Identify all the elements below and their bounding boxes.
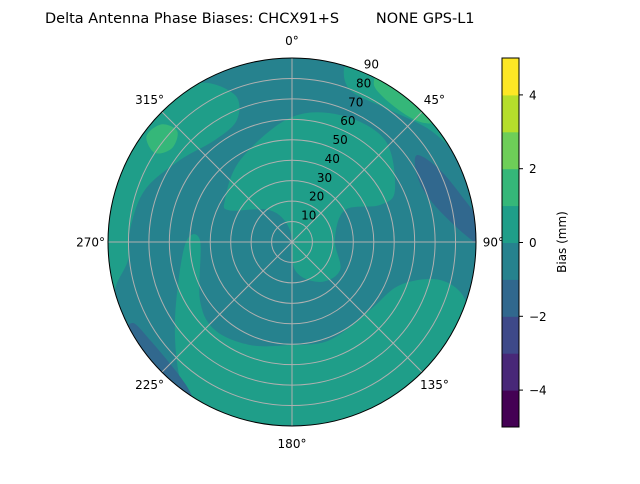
angular-gridline [291, 111, 423, 243]
colorbar-bin [502, 242, 519, 280]
radial-tick-label: 50 [332, 133, 347, 147]
contour-region-7 [125, 322, 194, 404]
colorbar-tick-label: −2 [529, 310, 547, 324]
colorbar-tick-label: 0 [529, 236, 537, 250]
axis-labels: 0° 45° 90° 135° 180° 225° 270° 315° 10 20 30 40 50 60… [76, 34, 504, 451]
colorbar-bin [502, 205, 519, 243]
angular-tick-label: 135° [420, 378, 449, 392]
contour-region-1 [174, 234, 467, 425]
colorbar-bin [502, 168, 519, 207]
angular-tick-label: 180° [278, 437, 307, 451]
colorbar-bin [502, 131, 519, 170]
radial-tick-label: 90 [364, 58, 379, 72]
contour-region-5 [146, 124, 178, 154]
colorbar-tick-label: −4 [529, 384, 547, 398]
colorbar-bin [502, 316, 519, 354]
angular-tick-label: 45° [424, 93, 445, 107]
angular-tick-label: 315° [135, 93, 164, 107]
radial-tick-label: 30 [317, 171, 332, 185]
angular-tick-label: 90° [483, 236, 504, 250]
contour-region-6 [414, 155, 476, 246]
angular-gridline [161, 111, 293, 243]
radial-tick-label: 10 [301, 209, 316, 223]
colorbar-label: Bias (mm) [555, 211, 569, 273]
polar-frame [107, 57, 477, 427]
colorbar-tick-label: 4 [529, 88, 537, 102]
angular-tick-label: 225° [135, 378, 164, 392]
colorbar: −4 −2 0 2 4 [501, 57, 547, 428]
radial-tick-label: 60 [340, 114, 355, 128]
colorbar-bin [502, 94, 519, 133]
polar-axes [107, 57, 477, 427]
colorbar-bin [502, 279, 519, 317]
radial-tick-label: 80 [356, 76, 371, 90]
radial-tick-label: 70 [348, 95, 363, 109]
colorbar-tick-label: 2 [529, 162, 537, 176]
angular-gridline [161, 241, 293, 373]
radial-tick-label: 40 [325, 152, 340, 166]
chart-title: Delta Antenna Phase Biases: CHCX91+S NON… [45, 11, 475, 27]
colorbar-bin [502, 353, 519, 391]
angular-tick-label: 0° [285, 34, 299, 48]
colorbar-bin [502, 58, 519, 96]
angular-gridline [291, 241, 423, 373]
radial-tick-label: 20 [309, 190, 324, 204]
contour-region-0 [223, 112, 396, 283]
colorbar-bin [502, 390, 519, 428]
angular-tick-label: 270° [76, 236, 105, 250]
